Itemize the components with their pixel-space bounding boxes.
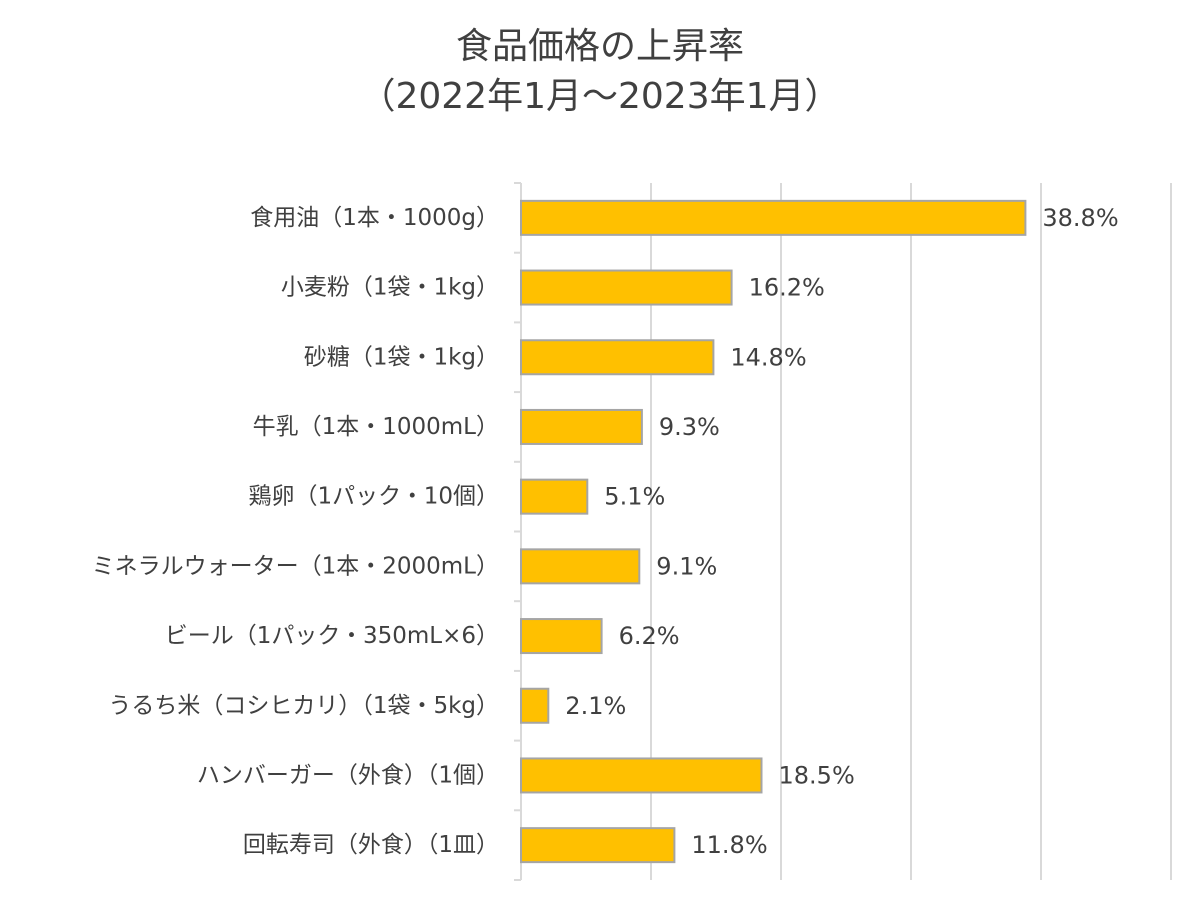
bar [520,548,641,585]
bar [520,199,1027,236]
chart-title: 食品価格の上昇率 [455,26,744,67]
data-label: 16.2% [749,274,825,302]
data-label: 18.5% [779,761,855,789]
data-label: 5.1% [604,483,665,511]
bar [520,478,589,515]
data-label: 9.3% [659,413,720,441]
data-label: 38.8% [1042,204,1118,232]
category-label: ミネラルウォーター（1本・2000mL） [92,553,499,579]
category-label: 小麦粉（1袋・1kg） [281,275,499,301]
category-label: 砂糖（1袋・1kg） [304,344,499,370]
data-label: 11.8% [691,831,767,859]
data-label: 6.2% [619,622,680,650]
category-label: 鶏卵（1パック・10個） [249,484,499,510]
bar [520,757,763,794]
category-label: ビール（1パック・350mL×6） [165,623,499,649]
chart-subtitle: （2022年1月～2023年1月） [359,76,841,117]
chart-title-block: 食品価格の上昇率 （2022年1月～2023年1月） [0,22,1200,122]
bar [520,408,643,445]
bar [520,687,550,724]
bar [520,827,676,864]
bar [520,618,603,655]
category-label: 牛乳（1本・1000mL） [253,414,499,440]
data-label: 9.1% [656,552,717,580]
category-label: うるち米（コシヒカリ）（1袋・5kg） [108,693,499,719]
category-label: ハンバーガー（外食）（1個） [197,762,499,788]
data-label: 2.1% [565,692,626,720]
data-label: 14.8% [730,343,806,371]
bar [520,339,715,376]
category-label: 食用油（1本・1000g） [250,205,499,231]
category-label: 回転寿司（外食）（1皿） [243,832,499,858]
bar [520,269,733,306]
